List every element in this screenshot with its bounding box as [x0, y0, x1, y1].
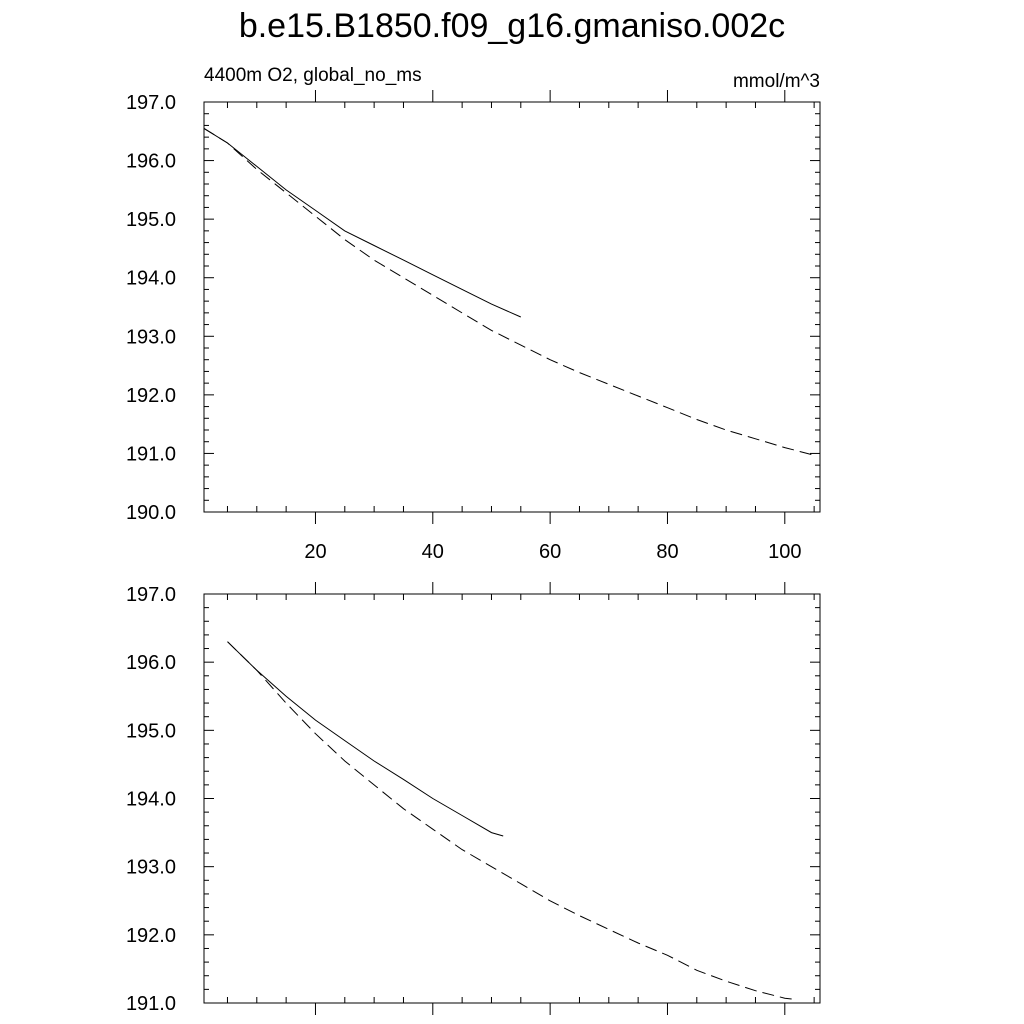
bottom-y-tick-label: 196.0 [126, 652, 176, 674]
top-series-solid-line [203, 127, 522, 318]
bottom-y-tick-label: 195.0 [126, 720, 176, 742]
bottom-panel: 191.0 192.0 193.0 194.0 195.0 196.0 197.0 [126, 582, 821, 1015]
bottom-y-tick-label: 191.0 [126, 993, 176, 1015]
top-y-tick-label: 194.0 [126, 268, 176, 290]
bottom-series-dash-line [227, 641, 797, 1001]
top-x-tick-label: 80 [656, 541, 678, 563]
chart-title: b.e15.B1850.f09_g16.gmaniso.002c [238, 7, 786, 45]
top-plot-frame [203, 101, 821, 513]
top-x-tick-label: 20 [304, 541, 326, 563]
bottom-series-solid-line [227, 641, 504, 837]
top-x-tick-label: 100 [768, 541, 801, 563]
top-series-dash-line [203, 127, 815, 456]
top-y-tick-label: 195.0 [126, 209, 176, 231]
bottom-y-tick-label: 197.0 [126, 584, 176, 606]
bottom-y-tick-label: 192.0 [126, 925, 176, 947]
bottom-y-tick-label: 193.0 [126, 857, 176, 879]
bottom-y-tick-label: 194.0 [126, 789, 176, 811]
units-label: mmol/m^3 [733, 71, 820, 92]
subtitle-left: 4400m O2, global_no_ms [204, 65, 422, 86]
top-y-tick-label: 193.0 [126, 326, 176, 348]
top-y-tick-label: 192.0 [126, 385, 176, 407]
top-y-tick-label: 196.0 [126, 151, 176, 173]
top-y-tick-label: 190.0 [126, 502, 176, 524]
top-x-tick-label: 40 [422, 541, 444, 563]
top-x-tick-label: 60 [539, 541, 561, 563]
top-y-tick-label: 197.0 [126, 92, 176, 114]
top-panel: 190.0 191.0 192.0 193.0 194.0 195.0 196.0 197.0… [126, 90, 821, 563]
top-y-tick-label: 191.0 [126, 443, 176, 465]
bottom-plot-frame [203, 593, 821, 1004]
